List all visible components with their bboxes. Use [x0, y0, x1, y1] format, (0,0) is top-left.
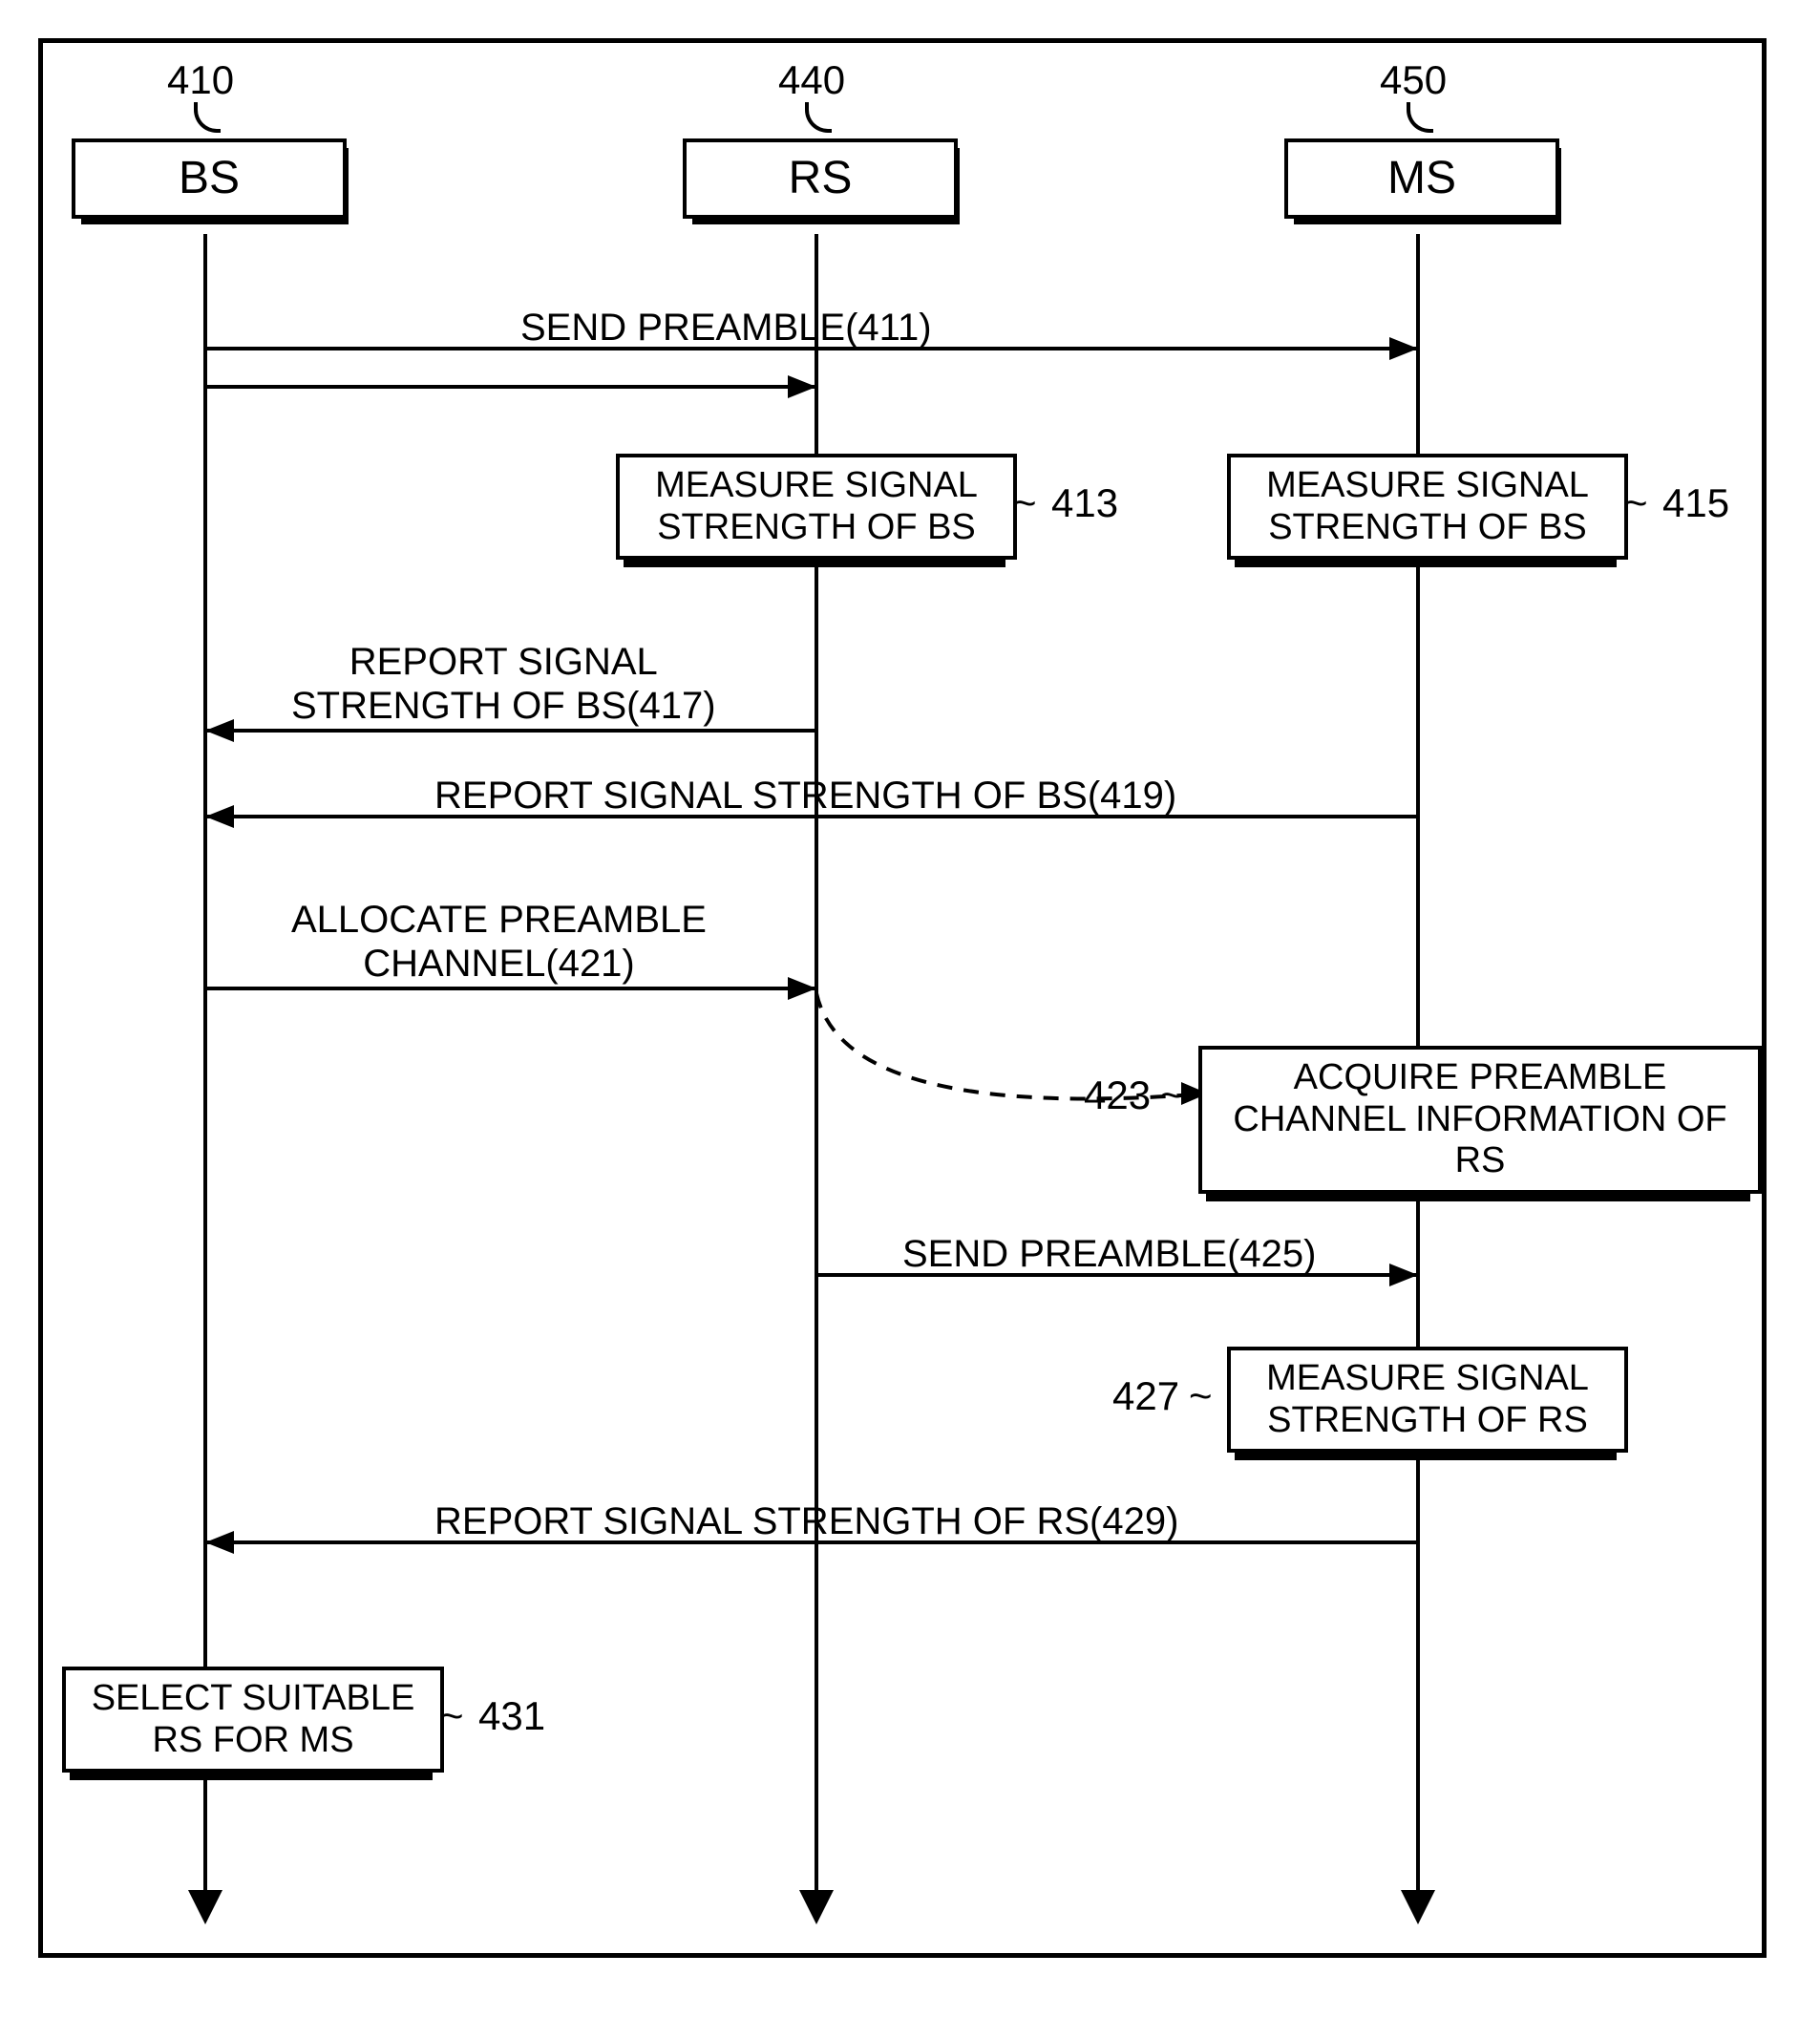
step-ref-s431: 431 [478, 1693, 545, 1739]
step-tilde-s427: ~ [1189, 1373, 1213, 1419]
step-tilde-s423: ~ [1160, 1073, 1184, 1118]
step-ref-s415: 415 [1662, 480, 1729, 526]
step-ref-s423: 423 [1084, 1073, 1151, 1118]
step-tilde-s415: ~ [1624, 480, 1648, 526]
step-box-s415: MEASURE SIGNAL STRENGTH OF BS [1227, 454, 1628, 560]
step-box-s431: SELECT SUITABLE RS FOR MS [62, 1667, 444, 1773]
step-box-s413: MEASURE SIGNAL STRENGTH OF BS [616, 454, 1017, 560]
step-tilde-s431: ~ [440, 1693, 464, 1739]
step-tilde-s413: ~ [1013, 480, 1037, 526]
step-box-s427: MEASURE SIGNAL STRENGTH OF RS [1227, 1347, 1628, 1453]
step-box-s423: ACQUIRE PREAMBLE CHANNEL INFORMATION OF … [1198, 1046, 1762, 1194]
sequence-diagram: 410BS440RS450MSSEND PREAMBLE(411)REPORT … [38, 38, 1767, 1958]
step-ref-s427: 427 [1112, 1373, 1179, 1419]
step-ref-s413: 413 [1051, 480, 1118, 526]
